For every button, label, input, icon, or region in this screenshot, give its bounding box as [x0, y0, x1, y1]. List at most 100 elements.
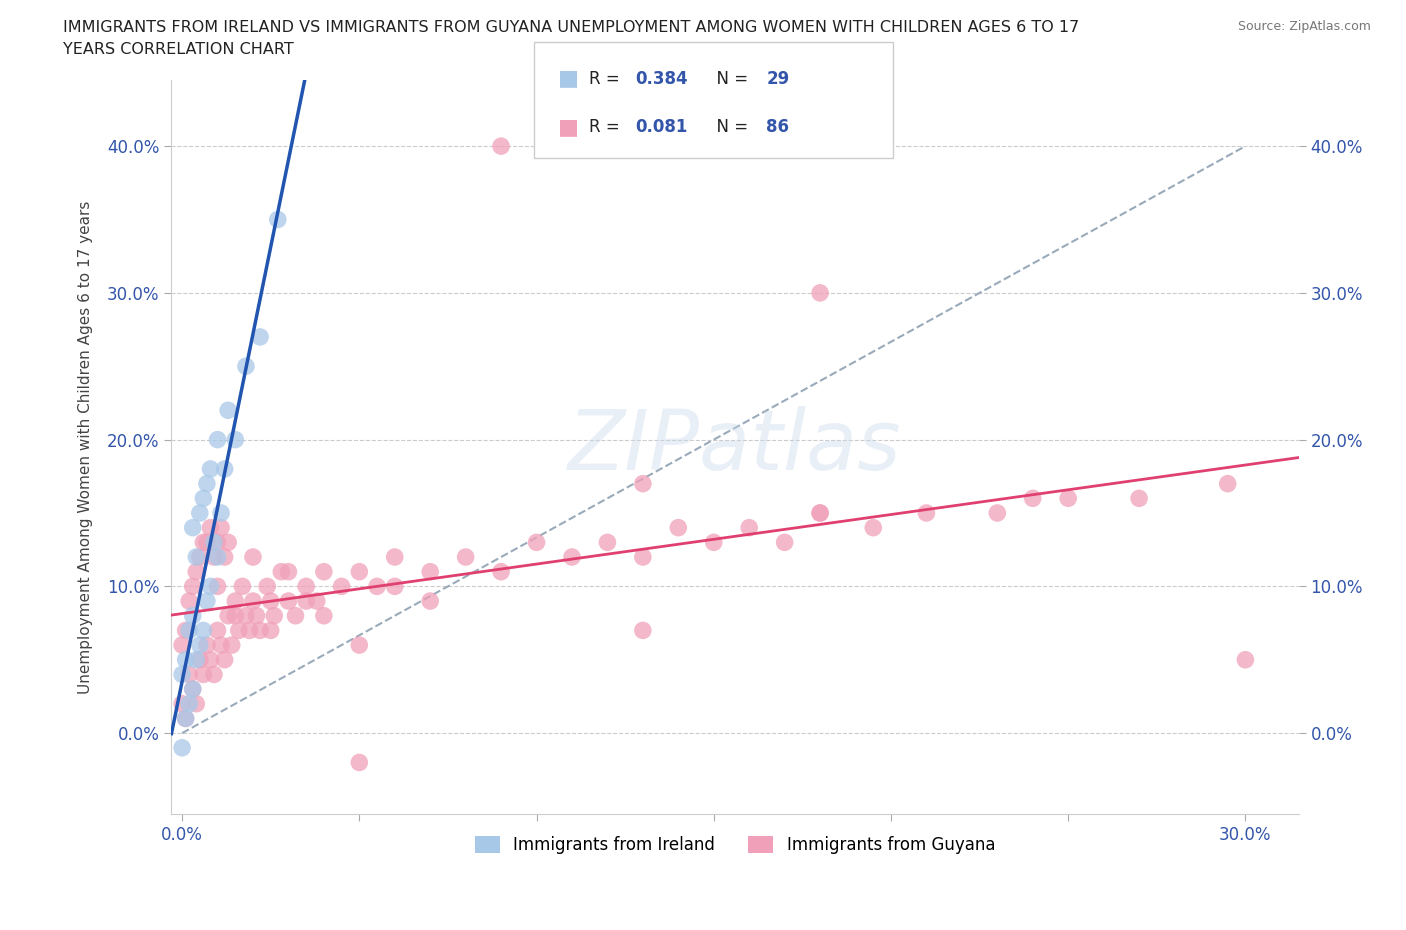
Point [489, 139, 512, 153]
Point [1022, 491, 1045, 506]
Point [561, 550, 583, 565]
Point [384, 579, 406, 594]
Point [221, 638, 243, 653]
Text: YEARS CORRELATION CHART: YEARS CORRELATION CHART [63, 42, 294, 57]
Point [193, 491, 215, 506]
Point [186, 550, 208, 565]
Point [915, 506, 938, 521]
Point [224, 608, 246, 623]
Point [209, 520, 232, 535]
Point [172, 638, 194, 653]
Point [242, 593, 264, 608]
Point [202, 550, 225, 565]
Point [207, 579, 229, 594]
Point [200, 579, 222, 594]
Point [224, 593, 246, 608]
Point [224, 432, 246, 447]
Point [200, 461, 222, 476]
Point [209, 506, 232, 521]
Point [174, 711, 197, 726]
Point [631, 476, 654, 491]
Point [267, 212, 290, 227]
Point [862, 520, 884, 535]
Point [202, 667, 225, 682]
Point [284, 608, 307, 623]
Text: 0.081: 0.081 [636, 118, 688, 136]
Point [631, 623, 654, 638]
Point [312, 608, 335, 623]
Point [181, 682, 204, 697]
Point [1234, 652, 1257, 667]
Text: N =: N = [706, 70, 754, 87]
Point [489, 565, 512, 579]
Point [186, 565, 208, 579]
Point [260, 623, 283, 638]
Point [1216, 476, 1239, 491]
Text: N =: N = [706, 118, 754, 136]
Point [193, 623, 215, 638]
Text: ZIPatlas: ZIPatlas [568, 406, 901, 487]
Point [195, 535, 218, 550]
Text: ■: ■ [558, 69, 579, 88]
Point [419, 565, 441, 579]
Point [454, 550, 477, 565]
Point [188, 506, 211, 521]
Point [207, 535, 229, 550]
Point [174, 711, 197, 726]
Point [217, 535, 239, 550]
Point [249, 623, 271, 638]
Point [181, 579, 204, 594]
Text: ■: ■ [558, 116, 579, 137]
Point [214, 652, 236, 667]
Point [174, 623, 197, 638]
Point [235, 359, 257, 374]
Point [202, 535, 225, 550]
Text: IMMIGRANTS FROM IRELAND VS IMMIGRANTS FROM GUYANA UNEMPLOYMENT AMONG WOMEN WITH : IMMIGRANTS FROM IRELAND VS IMMIGRANTS FR… [63, 20, 1080, 35]
Point [295, 579, 318, 594]
Point [238, 623, 260, 638]
Point [235, 608, 257, 623]
Point [738, 520, 761, 535]
Point [808, 506, 831, 521]
Text: Source: ZipAtlas.com: Source: ZipAtlas.com [1237, 20, 1371, 33]
Point [214, 461, 236, 476]
Point [277, 565, 299, 579]
Point [666, 520, 689, 535]
Point [174, 652, 197, 667]
Point [181, 682, 204, 697]
Point [188, 638, 211, 653]
Point [195, 593, 218, 608]
Point [305, 593, 328, 608]
Text: 86: 86 [766, 118, 789, 136]
Point [808, 506, 831, 521]
Legend: Immigrants from Ireland, Immigrants from Guyana: Immigrants from Ireland, Immigrants from… [468, 829, 1002, 860]
Point [349, 755, 371, 770]
Point [217, 608, 239, 623]
Point [207, 623, 229, 638]
Point [231, 579, 253, 594]
Point [596, 535, 619, 550]
Point [172, 697, 194, 711]
Point [526, 535, 548, 550]
Point [195, 476, 218, 491]
Text: 0.384: 0.384 [636, 70, 688, 87]
Point [295, 593, 318, 608]
Point [773, 535, 796, 550]
Point [349, 638, 371, 653]
Point [207, 432, 229, 447]
Point [181, 608, 204, 623]
Point [188, 652, 211, 667]
Point [172, 667, 194, 682]
Point [195, 638, 218, 653]
Point [245, 608, 267, 623]
Point [209, 638, 232, 653]
Point [270, 565, 292, 579]
Point [256, 579, 278, 594]
Point [249, 329, 271, 344]
Point [263, 608, 285, 623]
Point [193, 535, 215, 550]
Point [349, 565, 371, 579]
Point [186, 697, 208, 711]
Point [631, 550, 654, 565]
Point [181, 520, 204, 535]
